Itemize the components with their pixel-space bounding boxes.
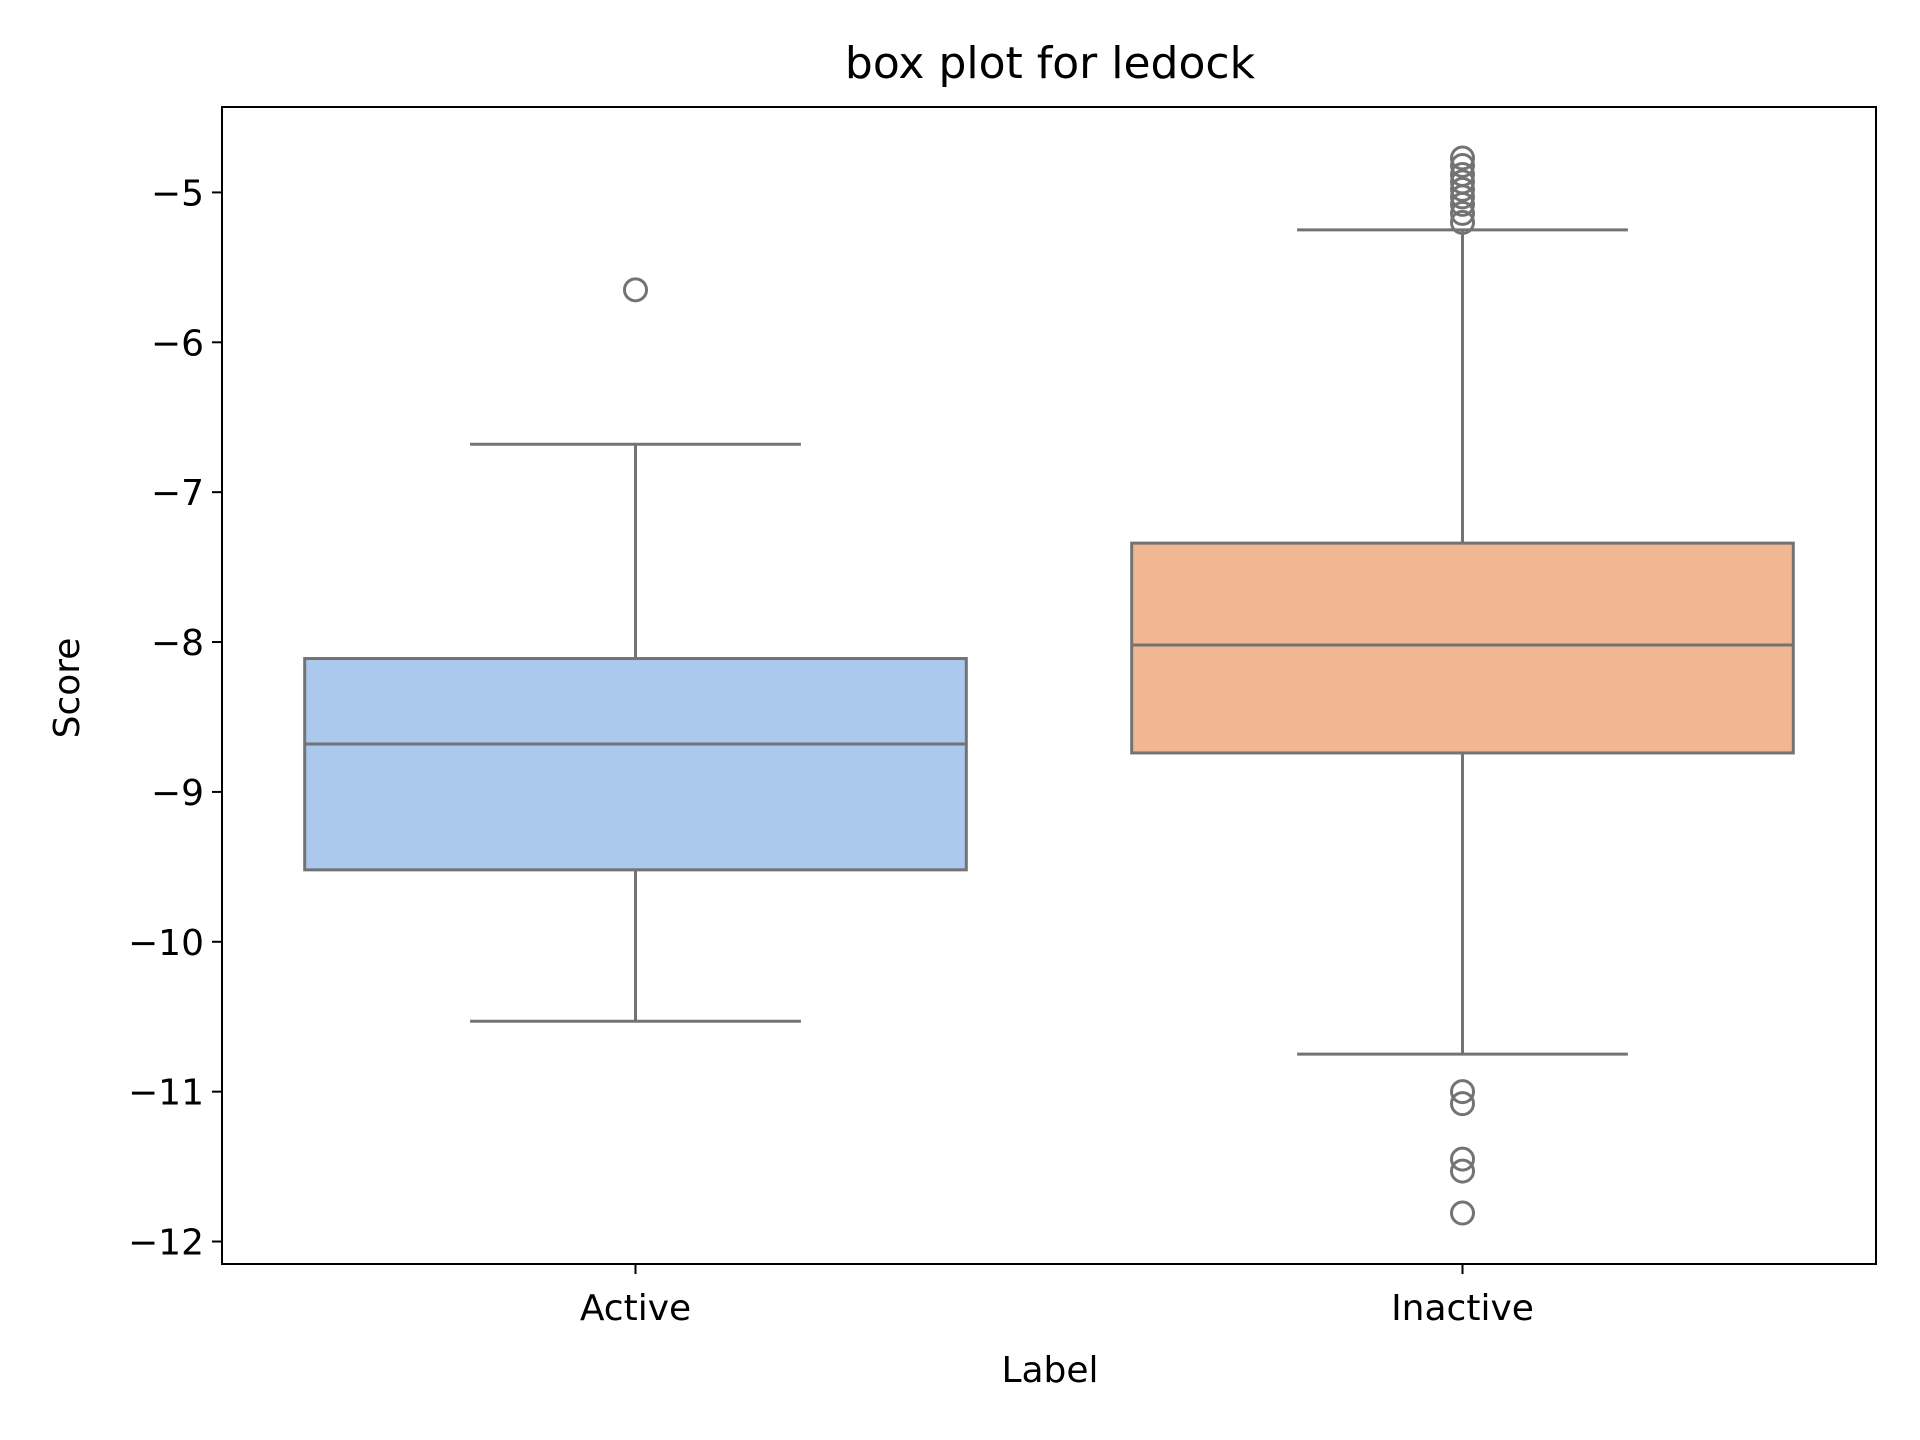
y-tick-label: −12 bbox=[128, 1223, 204, 1264]
y-tick-label: −11 bbox=[128, 1073, 204, 1114]
x-axis: Active Inactive bbox=[580, 1264, 1534, 1329]
y-tick-label: −10 bbox=[128, 923, 204, 964]
box-active bbox=[303, 657, 968, 872]
outlier-point-inactive bbox=[1450, 1146, 1475, 1172]
outlier-point-inactive bbox=[1450, 1200, 1475, 1226]
outlier-point-inactive bbox=[1450, 209, 1475, 235]
outlier-point-inactive bbox=[1450, 145, 1475, 171]
outlier-point-inactive bbox=[1450, 200, 1475, 226]
outlier-point-inactive bbox=[1450, 1158, 1475, 1184]
plot-frame bbox=[221, 106, 1877, 1265]
y-axis: −5 −6 −7 −8 −9 −10 −11 −12 bbox=[128, 173, 222, 1264]
chart-title: box plot for ledock bbox=[845, 38, 1256, 89]
outlier-point-inactive bbox=[1450, 184, 1475, 210]
outlier-point-inactive bbox=[1450, 1091, 1475, 1117]
box-group-active bbox=[303, 277, 968, 1023]
y-tick-label: −5 bbox=[151, 173, 204, 214]
x-tick-label: Active bbox=[580, 1288, 691, 1329]
outlier-point-active bbox=[623, 277, 648, 303]
x-tick-label: Inactive bbox=[1391, 1288, 1534, 1329]
box-inactive bbox=[1130, 541, 1795, 755]
outlier-point-inactive bbox=[1450, 191, 1475, 217]
outlier-point-inactive bbox=[1450, 1079, 1475, 1105]
plot-area bbox=[303, 145, 1795, 1226]
outlier-point-inactive bbox=[1450, 152, 1475, 178]
y-tick-label: −7 bbox=[151, 473, 204, 514]
outlier-point-inactive bbox=[1450, 176, 1475, 202]
y-axis-label: Score bbox=[47, 638, 88, 739]
y-tick-label: −8 bbox=[151, 623, 204, 664]
x-axis-label: Label bbox=[1001, 1350, 1098, 1391]
box-group-inactive bbox=[1130, 145, 1795, 1226]
y-tick-label: −9 bbox=[151, 773, 204, 814]
y-tick-label: −6 bbox=[151, 323, 204, 364]
